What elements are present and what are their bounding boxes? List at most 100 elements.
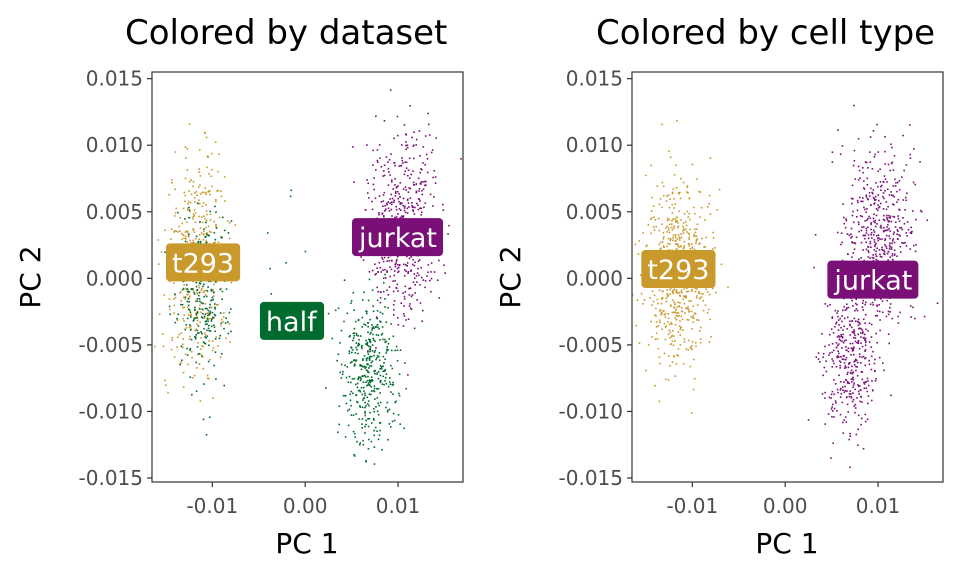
data-point-jurkat bbox=[834, 309, 837, 312]
data-point-half bbox=[228, 311, 231, 314]
cluster-label-half: half bbox=[259, 301, 325, 340]
data-point-jurkat bbox=[382, 260, 385, 263]
data-point-jurkat bbox=[857, 223, 860, 226]
data-point-jurkat bbox=[846, 403, 849, 406]
data-point-jurkat bbox=[882, 192, 885, 194]
data-point-t293 bbox=[226, 220, 229, 222]
data-point-half bbox=[353, 455, 356, 457]
data-point-jurkat bbox=[822, 374, 824, 377]
cluster-label-jurkat: jurkat bbox=[827, 260, 919, 299]
data-point-half bbox=[353, 432, 356, 435]
data-point-jurkat bbox=[815, 356, 818, 358]
data-point-half bbox=[190, 315, 192, 318]
data-point-jurkat bbox=[406, 146, 409, 149]
data-point-jurkat bbox=[415, 138, 418, 141]
data-point-jurkat bbox=[386, 260, 388, 262]
data-point-jurkat bbox=[410, 270, 412, 272]
data-point-t293 bbox=[709, 318, 711, 321]
data-point-t293 bbox=[175, 207, 177, 210]
data-point-jurkat bbox=[400, 215, 403, 218]
data-point-jurkat bbox=[847, 382, 849, 384]
data-point-jurkat bbox=[883, 369, 885, 372]
data-point-t293 bbox=[675, 186, 678, 189]
data-point-jurkat bbox=[866, 390, 869, 393]
data-point-half bbox=[351, 378, 354, 380]
annotation-layer: t293 jurkat bbox=[641, 250, 919, 299]
data-point-jurkat bbox=[865, 248, 868, 251]
data-point-t293 bbox=[185, 221, 188, 224]
data-point-t293 bbox=[683, 246, 685, 249]
data-point-jurkat bbox=[889, 237, 891, 240]
data-point-t293 bbox=[673, 174, 676, 176]
data-point-t293 bbox=[199, 400, 202, 402]
data-point-half bbox=[380, 365, 383, 368]
data-point-jurkat bbox=[888, 244, 891, 247]
data-point-t293 bbox=[188, 314, 190, 316]
data-point-jurkat bbox=[378, 212, 380, 214]
data-point-half bbox=[392, 412, 395, 415]
data-point-jurkat bbox=[896, 190, 898, 193]
data-point-half bbox=[339, 342, 341, 344]
data-point-half bbox=[388, 381, 391, 383]
data-point-jurkat bbox=[882, 249, 884, 252]
data-point-t293 bbox=[195, 314, 198, 317]
data-point-jurkat bbox=[441, 203, 444, 206]
data-point-half bbox=[230, 330, 232, 333]
data-point-t293 bbox=[178, 333, 181, 336]
data-point-half bbox=[227, 232, 230, 234]
data-point-t293 bbox=[705, 288, 707, 290]
data-point-t293 bbox=[685, 307, 687, 309]
data-point-jurkat bbox=[884, 238, 887, 240]
data-point-jurkat bbox=[837, 350, 839, 353]
data-point-t293 bbox=[649, 297, 651, 299]
data-point-jurkat bbox=[403, 315, 406, 317]
data-point-half bbox=[353, 334, 356, 337]
data-point-t293 bbox=[187, 200, 190, 203]
data-point-t293 bbox=[686, 287, 688, 289]
data-point-jurkat bbox=[419, 302, 422, 304]
data-point-jurkat bbox=[890, 246, 893, 249]
data-point-jurkat bbox=[853, 364, 856, 366]
data-point-t293 bbox=[174, 294, 177, 296]
data-point-half bbox=[390, 323, 392, 325]
data-point-jurkat bbox=[864, 220, 866, 222]
data-point-jurkat bbox=[397, 190, 399, 193]
cluster-label-t293: t293 bbox=[641, 250, 716, 289]
data-point-half bbox=[337, 307, 340, 310]
data-point-half bbox=[189, 324, 191, 326]
data-point-t293 bbox=[184, 231, 187, 233]
data-point-half bbox=[201, 308, 204, 311]
data-point-t293 bbox=[683, 338, 686, 340]
data-point-jurkat bbox=[393, 274, 396, 277]
data-point-half bbox=[206, 329, 208, 332]
data-point-half bbox=[378, 434, 381, 436]
data-point-t293 bbox=[708, 194, 711, 197]
data-point-half bbox=[193, 318, 195, 321]
data-point-jurkat bbox=[399, 216, 402, 219]
data-point-half bbox=[378, 359, 381, 362]
data-point-jurkat bbox=[351, 146, 354, 148]
data-point-jurkat bbox=[408, 287, 410, 290]
data-point-t293 bbox=[192, 180, 195, 183]
data-point-half bbox=[164, 251, 166, 254]
data-point-half bbox=[391, 384, 394, 386]
data-point-t293 bbox=[158, 263, 160, 265]
data-point-half bbox=[354, 360, 357, 362]
data-point-jurkat bbox=[890, 162, 893, 165]
data-point-jurkat bbox=[406, 262, 409, 264]
data-point-jurkat bbox=[368, 271, 371, 273]
data-point-jurkat bbox=[419, 200, 421, 202]
data-point-jurkat bbox=[852, 210, 854, 213]
data-point-t293 bbox=[714, 247, 716, 249]
data-point-jurkat bbox=[447, 233, 449, 235]
data-point-jurkat bbox=[842, 341, 845, 344]
data-point-jurkat bbox=[843, 216, 845, 219]
data-point-jurkat bbox=[869, 136, 872, 138]
data-point-half bbox=[186, 317, 189, 320]
data-point-t293 bbox=[192, 239, 194, 242]
data-point-t293 bbox=[205, 240, 208, 242]
data-point-jurkat bbox=[870, 228, 872, 231]
data-point-jurkat bbox=[418, 187, 421, 190]
data-point-half bbox=[366, 379, 369, 382]
data-point-t293 bbox=[179, 291, 182, 293]
